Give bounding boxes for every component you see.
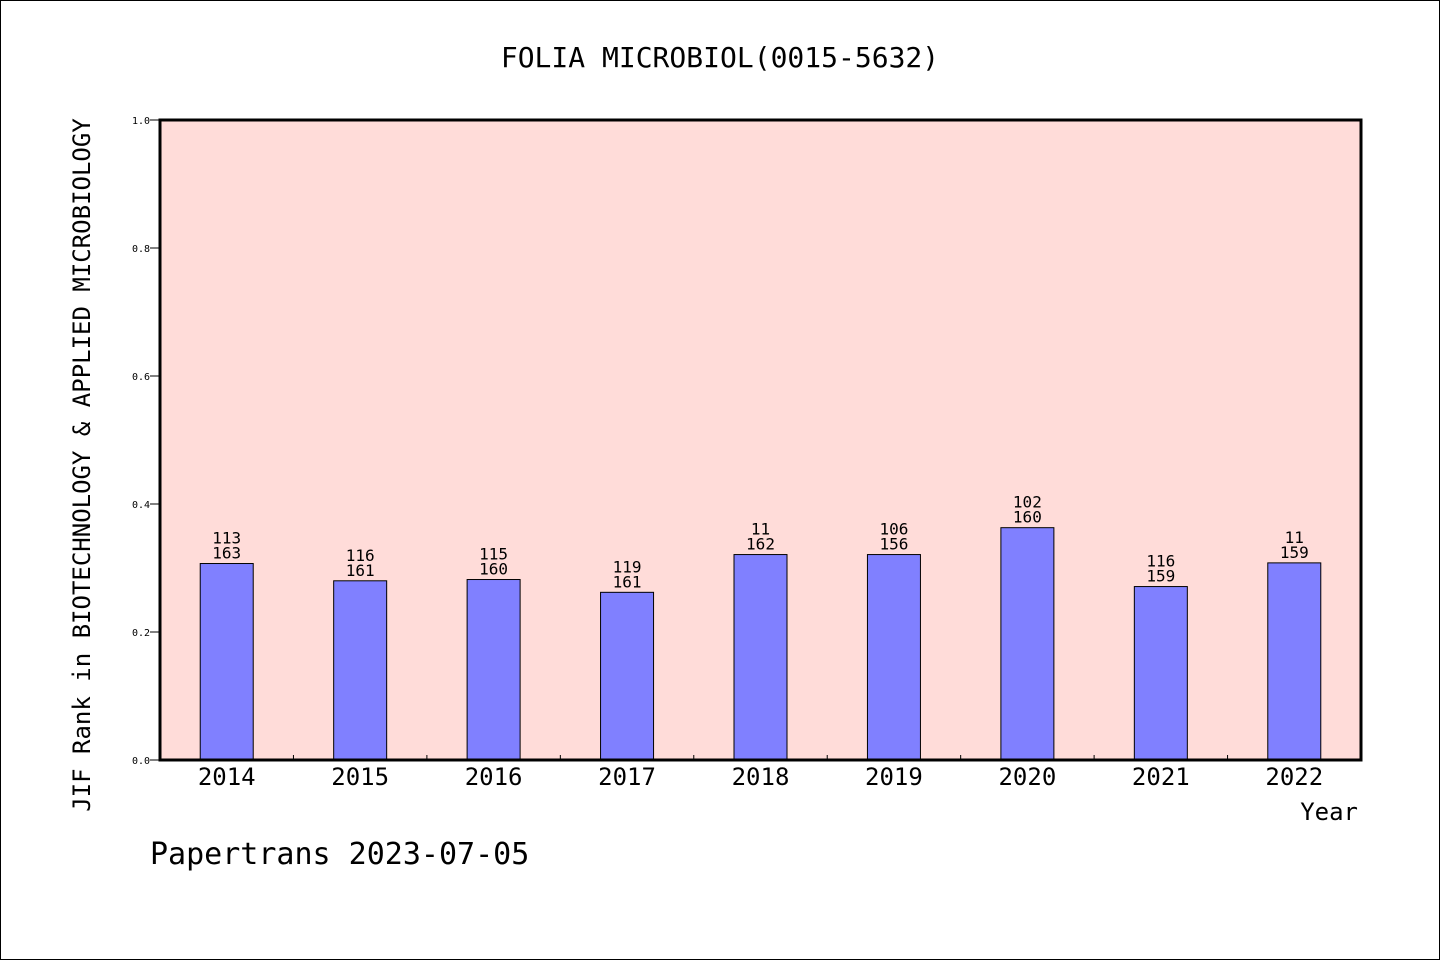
x-axis: 2014 2015 2016 2017 2018 2019 2020 2021 2022 <box>198 755 1323 791</box>
bar-label-rank-2017: 119 <box>613 557 642 576</box>
x-tick-2019: 2019 <box>865 763 923 791</box>
bar-label-rank-2018: 11 <box>751 520 770 539</box>
y-axis: 0.0 0.2 0.4 0.6 0.8 1.0 <box>132 116 160 767</box>
bar-label-total-2018: 162 <box>746 535 775 554</box>
y-axis-title: JIF Rank in BIOTECHNOLOGY & APPLIED MICR… <box>68 118 96 812</box>
x-tick-2020: 2020 <box>998 763 1056 791</box>
y-tick-0.6: 0.6 <box>132 372 150 383</box>
bar-label-total-2020: 160 <box>1013 508 1042 527</box>
bar-label-rank-2016: 115 <box>479 545 508 564</box>
bar-label-rank-2020: 102 <box>1013 493 1042 512</box>
x-tick-2015: 2015 <box>331 763 389 791</box>
bars-group <box>199 527 1322 761</box>
bar-2016 <box>466 579 521 761</box>
bar-label-total-2022: 159 <box>1280 543 1309 562</box>
plot-border <box>158 118 1363 762</box>
bar-2022 <box>1267 562 1322 761</box>
x-tick-2016: 2016 <box>465 763 523 791</box>
bar-label-rank-2022: 11 <box>1285 528 1304 547</box>
bar-label-total-2019: 156 <box>879 535 908 554</box>
bar-label-rank-2019: 106 <box>879 520 908 539</box>
bar-label-rank-2015: 116 <box>346 546 375 565</box>
x-tick-2018: 2018 <box>732 763 790 791</box>
x-tick-2021: 2021 <box>1132 763 1190 791</box>
bar-label-total-2015: 161 <box>346 561 375 580</box>
x-axis-title: Year <box>1300 798 1358 826</box>
bar-2018 <box>733 554 788 761</box>
y-tick-0.8: 0.8 <box>132 244 150 255</box>
bar-2015 <box>333 580 388 761</box>
bar-label-total-2016: 160 <box>479 560 508 579</box>
bar-2014 <box>199 563 254 761</box>
bar-label-total-2014: 163 <box>212 544 241 563</box>
x-tick-2022: 2022 <box>1265 763 1323 791</box>
bar-label-total-2017: 161 <box>613 572 642 591</box>
x-tick-2014: 2014 <box>198 763 256 791</box>
bar-label-rank-2014: 113 <box>212 529 241 548</box>
y-tick-1.0: 1.0 <box>132 116 150 127</box>
footer-text: Papertrans 2023-07-05 <box>150 837 529 872</box>
x-tick-2017: 2017 <box>598 763 656 791</box>
y-tick-0.4: 0.4 <box>132 500 150 511</box>
chart-title: FOLIA MICROBIOL(0015-5632) <box>501 41 939 74</box>
bar-2020 <box>1000 527 1055 761</box>
bar-label-total-2021: 159 <box>1146 567 1175 586</box>
bar-2019 <box>866 554 921 761</box>
bar-2021 <box>1133 586 1188 761</box>
y-tick-0.0: 0.0 <box>132 756 150 767</box>
bar-label-rank-2021: 116 <box>1146 552 1175 571</box>
y-tick-0.2: 0.2 <box>132 628 150 639</box>
bar-2017 <box>600 591 655 761</box>
